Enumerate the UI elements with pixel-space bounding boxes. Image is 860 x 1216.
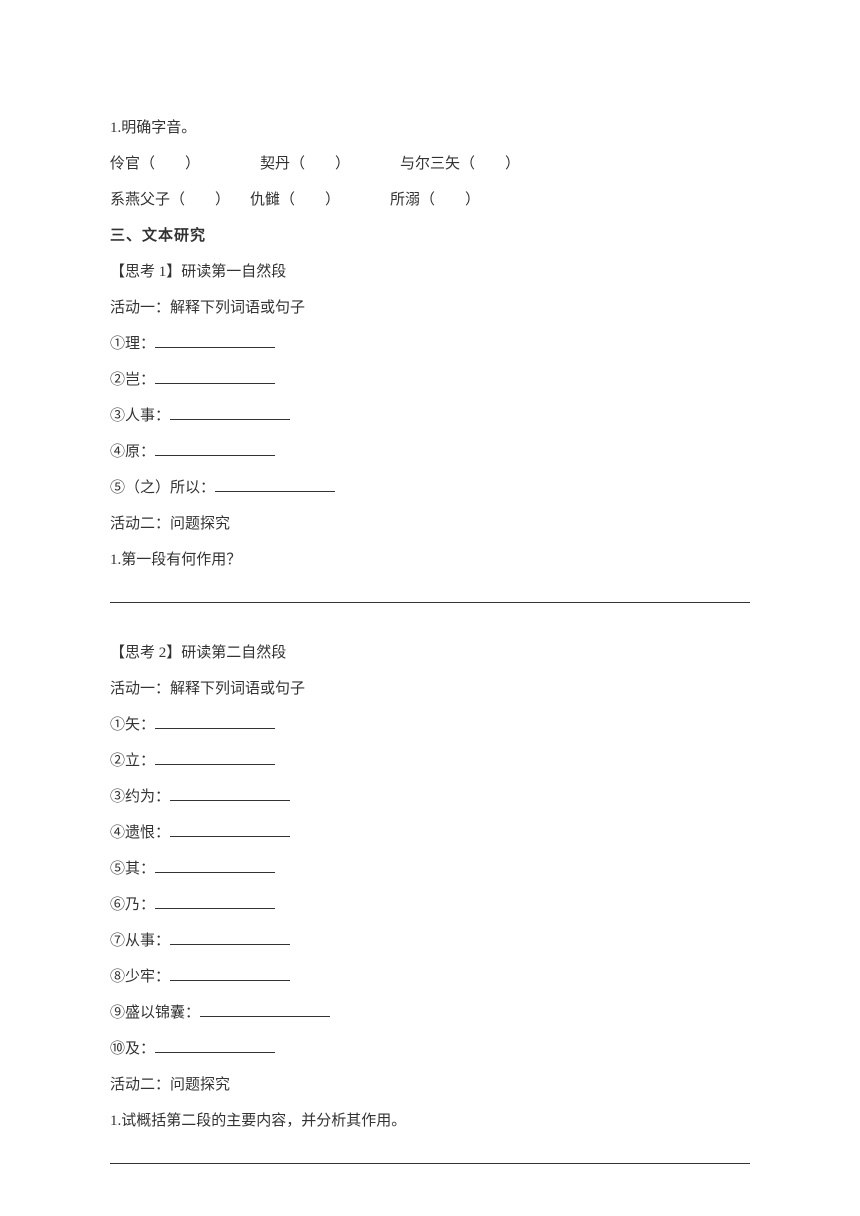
vocab-label: ⑤（之）所以： xyxy=(110,480,215,496)
vocab-label: ⑦从事： xyxy=(110,933,170,949)
answer-line xyxy=(110,602,750,603)
blank-line xyxy=(155,368,275,385)
blank-line xyxy=(155,857,275,874)
vocab-label: ②岂： xyxy=(110,372,155,388)
pronunciation-row-1: 伶官（ ） 契丹（ ） 与尔三矢（ ） xyxy=(110,146,750,182)
vocab-item: ④遗恨： xyxy=(110,815,750,851)
vocab-label: ③约为： xyxy=(110,789,170,805)
vocab-item: ①矢： xyxy=(110,707,750,743)
vocab-item: ⑩及： xyxy=(110,1031,750,1067)
vocab-label: ⑧少牢： xyxy=(110,969,170,985)
pronunciation-row-2: 系燕父子（ ） 仇雠（ ） 所溺（ ） xyxy=(110,182,750,218)
blank-line xyxy=(215,476,335,493)
vocab-item: ③人事： xyxy=(110,398,750,434)
activity-2-intro: 活动二：问题探究 xyxy=(110,1067,750,1103)
answer-line xyxy=(110,1163,750,1164)
vocab-item: ④原： xyxy=(110,434,750,470)
pron-item: 契丹（ ） xyxy=(260,156,350,172)
blank-line xyxy=(170,821,290,838)
vocab-label: ①理： xyxy=(110,336,155,352)
activity-1-intro: 活动一：解释下列词语或句子 xyxy=(110,290,750,326)
vocab-label: ⑥乃： xyxy=(110,897,155,913)
pronunciation-title: 1.明确字音。 xyxy=(110,110,750,146)
pron-item: 伶官（ ） xyxy=(110,156,200,172)
vocab-item: ③约为： xyxy=(110,779,750,815)
vocab-item: ⑤其： xyxy=(110,851,750,887)
vocab-item: ⑨盛以锦囊： xyxy=(110,995,750,1031)
vocab-item: ①理： xyxy=(110,326,750,362)
activity-2-intro: 活动二：问题探究 xyxy=(110,506,750,542)
blank-line xyxy=(170,965,290,982)
section-3-heading: 三、文本研究 xyxy=(110,218,750,254)
blank-line xyxy=(155,893,275,910)
vocab-item: ⑥乃： xyxy=(110,887,750,923)
vocab-item: ⑦从事： xyxy=(110,923,750,959)
think-1-title: 【思考 1】研读第一自然段 xyxy=(110,254,750,290)
vocab-label: ④遗恨： xyxy=(110,825,170,841)
vocab-item: ⑧少牢： xyxy=(110,959,750,995)
blank-line xyxy=(170,404,290,421)
vocab-label: ⑤其： xyxy=(110,861,155,877)
blank-line xyxy=(155,749,275,766)
blank-line xyxy=(170,929,290,946)
pron-item: 所溺（ ） xyxy=(390,192,480,208)
vocab-item: ②立： xyxy=(110,743,750,779)
vocab-label: ④原： xyxy=(110,444,155,460)
vocab-label: ⑨盛以锦囊： xyxy=(110,1005,200,1021)
blank-line xyxy=(200,1001,330,1018)
blank-line xyxy=(170,785,290,802)
pron-item: 仇雠（ ） xyxy=(250,192,340,208)
vocab-item: ⑤（之）所以： xyxy=(110,470,750,506)
blank-line xyxy=(155,713,275,730)
question-1: 1.第一段有何作用？ xyxy=(110,542,750,578)
blank-line xyxy=(155,440,275,457)
vocab-label: ②立： xyxy=(110,753,155,769)
vocab-label: ③人事： xyxy=(110,408,170,424)
blank-line xyxy=(155,1037,275,1054)
pron-item: 系燕父子（ ） xyxy=(110,192,230,208)
vocab-label: ⑩及： xyxy=(110,1041,155,1057)
pron-item: 与尔三矢（ ） xyxy=(400,156,520,172)
vocab-item: ②岂： xyxy=(110,362,750,398)
activity-1-intro: 活动一：解释下列词语或句子 xyxy=(110,671,750,707)
vocab-label: ①矢： xyxy=(110,717,155,733)
question-1: 1.试概括第二段的主要内容，并分析其作用。 xyxy=(110,1103,750,1139)
blank-line xyxy=(155,332,275,349)
think-2-title: 【思考 2】研读第二自然段 xyxy=(110,635,750,671)
